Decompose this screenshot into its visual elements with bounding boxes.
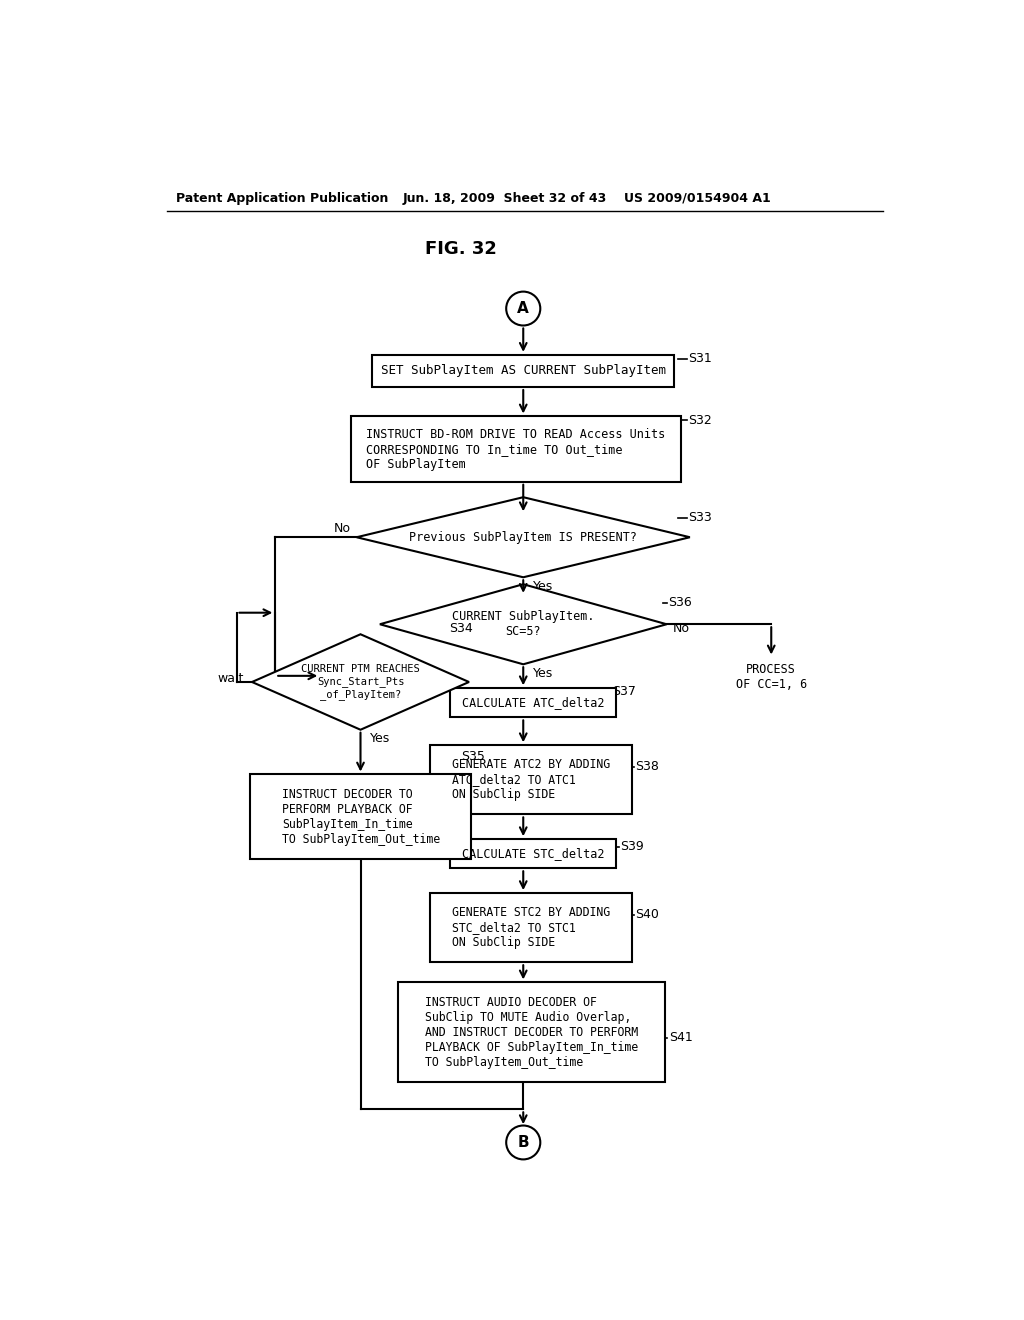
Text: CURRENT SubPlayItem.
SC=5?: CURRENT SubPlayItem. SC=5? bbox=[452, 610, 595, 639]
Text: Yes: Yes bbox=[532, 667, 553, 680]
Text: S40: S40 bbox=[636, 908, 659, 921]
FancyBboxPatch shape bbox=[251, 775, 471, 859]
Text: No: No bbox=[334, 521, 350, 535]
Text: CURRENT PTM REACHES
Sync_Start_Pts
_of_PlayItem?: CURRENT PTM REACHES Sync_Start_Pts _of_P… bbox=[301, 664, 420, 700]
FancyBboxPatch shape bbox=[450, 840, 616, 869]
Text: FIG. 32: FIG. 32 bbox=[425, 240, 498, 259]
Text: S41: S41 bbox=[669, 1031, 692, 1044]
FancyBboxPatch shape bbox=[351, 416, 681, 482]
Text: wait: wait bbox=[218, 672, 245, 685]
Text: S31: S31 bbox=[688, 352, 712, 366]
Text: SET SubPlayItem AS CURRENT SubPlayItem: SET SubPlayItem AS CURRENT SubPlayItem bbox=[381, 364, 666, 378]
Polygon shape bbox=[356, 498, 690, 577]
Text: S35: S35 bbox=[461, 750, 485, 763]
Text: S34: S34 bbox=[450, 622, 473, 635]
Text: S38: S38 bbox=[636, 760, 659, 774]
Text: GENERATE STC2 BY ADDING
STC_delta2 TO STC1
ON SubClip SIDE: GENERATE STC2 BY ADDING STC_delta2 TO ST… bbox=[452, 906, 610, 949]
Text: Yes: Yes bbox=[532, 579, 553, 593]
Text: US 2009/0154904 A1: US 2009/0154904 A1 bbox=[624, 191, 771, 205]
Text: INSTRUCT AUDIO DECODER OF
SubClip TO MUTE Audio Overlap,
AND INSTRUCT DECODER TO: INSTRUCT AUDIO DECODER OF SubClip TO MUT… bbox=[425, 995, 638, 1069]
Text: No: No bbox=[673, 622, 690, 635]
FancyBboxPatch shape bbox=[430, 744, 632, 814]
Text: GENERATE ATC2 BY ADDING
ATC_delta2 TO ATC1
ON SubClip SIDE: GENERATE ATC2 BY ADDING ATC_delta2 TO AT… bbox=[452, 758, 610, 801]
Text: S39: S39 bbox=[621, 841, 644, 853]
Text: A: A bbox=[517, 301, 529, 315]
Polygon shape bbox=[380, 585, 667, 664]
Polygon shape bbox=[252, 635, 469, 730]
FancyBboxPatch shape bbox=[450, 688, 616, 718]
Text: S36: S36 bbox=[669, 597, 692, 610]
FancyBboxPatch shape bbox=[430, 892, 632, 962]
Text: PROCESS
OF CC=1, 6: PROCESS OF CC=1, 6 bbox=[735, 663, 807, 690]
Text: S32: S32 bbox=[688, 413, 712, 426]
Text: Yes: Yes bbox=[370, 733, 390, 746]
Circle shape bbox=[506, 1126, 541, 1159]
Text: Previous SubPlayItem IS PRESENT?: Previous SubPlayItem IS PRESENT? bbox=[410, 531, 637, 544]
Circle shape bbox=[506, 292, 541, 326]
FancyBboxPatch shape bbox=[397, 982, 665, 1082]
FancyBboxPatch shape bbox=[372, 355, 675, 387]
Text: CALCULATE STC_delta2: CALCULATE STC_delta2 bbox=[462, 847, 604, 861]
Text: INSTRUCT DECODER TO
PERFORM PLAYBACK OF
SubPlayItem_In_time
TO SubPlayItem_Out_t: INSTRUCT DECODER TO PERFORM PLAYBACK OF … bbox=[282, 788, 440, 846]
Text: CALCULATE ATC_delta2: CALCULATE ATC_delta2 bbox=[462, 696, 604, 709]
Text: INSTRUCT BD-ROM DRIVE TO READ Access Units
CORRESPONDING TO In_time TO Out_time
: INSTRUCT BD-ROM DRIVE TO READ Access Uni… bbox=[367, 428, 666, 470]
Text: S37: S37 bbox=[612, 685, 636, 698]
Text: S33: S33 bbox=[688, 511, 712, 524]
Text: Patent Application Publication: Patent Application Publication bbox=[176, 191, 388, 205]
Text: Jun. 18, 2009  Sheet 32 of 43: Jun. 18, 2009 Sheet 32 of 43 bbox=[403, 191, 607, 205]
Text: B: B bbox=[517, 1135, 529, 1150]
